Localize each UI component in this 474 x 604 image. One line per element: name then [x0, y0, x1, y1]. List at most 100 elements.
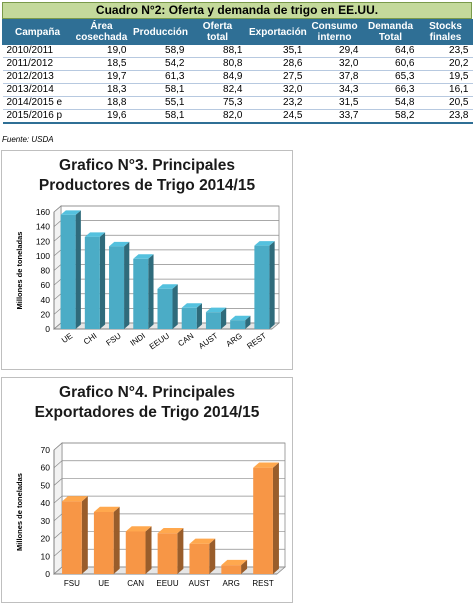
producers-bar-chart: 0 20 40 60 80 100 120 140 160 Millones de tonelad…: [15, 205, 281, 351]
header-campana: Campaña: [2, 19, 73, 45]
table-row: 2015/2016 p 19,6 58,1 82,0 24,5 33,7 58,2 23,8: [2, 109, 473, 124]
gridline: [53, 460, 285, 468]
x-tick-label: AUST: [197, 331, 220, 351]
chart-title-line-2: Exportadores de Trigo 2014/15: [34, 404, 260, 421]
bar-side: [241, 559, 248, 574]
bar-ue: [60, 210, 81, 329]
x-tick-label: AUST: [189, 579, 210, 588]
table-cell: 18,5: [72, 57, 131, 71]
table-cell: 19,0: [72, 44, 131, 58]
x-tick-label: CHI: [82, 331, 98, 346]
bar-front: [254, 245, 270, 329]
table-cell: 19,5: [418, 70, 473, 84]
bar-indi: [133, 254, 154, 329]
table-cell: 23,2: [246, 96, 307, 110]
table-cell: 2014/2015 e: [2, 96, 73, 110]
bar-ue: [93, 506, 120, 574]
header-stocks: Stocks finales: [418, 19, 473, 45]
y-tick-label: 20: [41, 309, 51, 319]
bar-top: [157, 284, 178, 289]
producers-chart: Grafico N°3. Principales Productores de …: [1, 150, 293, 370]
y-tick-label: 0: [45, 569, 50, 579]
table-header-row: Campaña Área cosechada Producción Oferta…: [2, 19, 473, 45]
bar-top: [109, 241, 130, 247]
table-cell: 18,8: [72, 96, 131, 110]
table-cell: 64,6: [362, 44, 419, 58]
table-cell: 60,6: [362, 57, 419, 71]
exporters-chart: Grafico N°4. Principales Exportadores de…: [1, 377, 293, 603]
table-cell: 58,2: [362, 109, 419, 124]
y-tick-label: 30: [41, 516, 51, 526]
table-cell: 75,3: [188, 96, 247, 110]
exporters-bar-chart: 0 10 20 30 40 50 60 70 Millones de toneladas FSU U…: [15, 442, 287, 588]
x-tick-label: ARG: [224, 331, 243, 348]
source-note: Fuente: USDA: [2, 135, 54, 144]
bar-front: [253, 467, 273, 574]
y-tick-label: 60: [41, 280, 51, 290]
y-tick-label: 20: [41, 534, 51, 544]
table-cell: 23,8: [418, 109, 473, 124]
table-cell: 35,1: [246, 44, 307, 58]
table-row: 2012/2013 19,7 61,3 84,9 27,5 37,8 65,3 19,5: [2, 70, 473, 84]
bar-top: [189, 538, 216, 544]
gridline: [53, 513, 285, 522]
table-cell: 61,3: [130, 70, 189, 84]
y-tick-label: 10: [41, 551, 51, 561]
bar-side: [75, 210, 81, 329]
table-cell: 19,7: [72, 70, 131, 84]
bar-side: [113, 506, 120, 574]
bar-top: [253, 462, 279, 468]
table-cell: 32,0: [306, 57, 363, 71]
chart-title: Grafico N°4. Principales Exportadores de…: [2, 383, 292, 423]
table-cell: 16,1: [418, 83, 473, 97]
table-cell: 29,4: [306, 44, 363, 58]
table-cell: 2015/2016 p: [2, 109, 73, 124]
y-axis-title: Millones de toneladas: [15, 473, 24, 551]
y-tick-label: 140: [36, 222, 50, 232]
bar-side: [148, 254, 154, 329]
bar-aust: [189, 538, 216, 574]
bar-front: [221, 565, 242, 574]
y-tick-label: 100: [36, 251, 50, 261]
x-tick-label: UE: [60, 331, 74, 345]
table-cell: 2013/2014: [2, 83, 73, 97]
bar-front: [109, 246, 125, 329]
bar-top: [125, 526, 152, 532]
table-cell: 37,8: [306, 70, 363, 84]
bar-top: [133, 254, 154, 259]
table-cell: 82,0: [188, 109, 247, 124]
gridline: [53, 442, 285, 451]
bar-fsu: [62, 496, 88, 574]
x-tick-label: FSU: [64, 579, 80, 588]
gridline: [53, 495, 285, 504]
bar-arg: [221, 559, 248, 574]
table-cell: 58,1: [130, 83, 189, 97]
chart-title-line-1: Grafico N°4. Principales: [59, 384, 235, 401]
table-cell: 18,3: [72, 83, 131, 97]
bar-front: [181, 307, 197, 329]
bar-side: [99, 232, 106, 329]
table-cell: 65,3: [362, 70, 419, 84]
header-demanda: Demanda Total: [362, 19, 419, 45]
bar-aust: [205, 307, 227, 329]
bar-top: [93, 506, 120, 512]
table-cell: 88,1: [188, 44, 247, 58]
header-consumo: Consumo interno: [306, 19, 363, 45]
bar-side: [145, 526, 152, 574]
y-tick-label: 160: [36, 207, 50, 217]
x-tick-label: CAN: [127, 579, 144, 588]
bar-eeuu: [157, 284, 178, 329]
bar-side: [272, 462, 279, 574]
bar-front: [93, 512, 114, 574]
chart-title: Grafico N°3. Principales Productores de …: [2, 156, 292, 196]
table-title: Cuadro N°2: Oferta y demanda de trigo en…: [2, 2, 472, 19]
bar-side: [124, 241, 130, 329]
y-tick-label: 40: [41, 295, 51, 305]
table-cell: 28,6: [246, 57, 307, 71]
bar-top: [84, 232, 106, 237]
y-tick-label: 80: [41, 266, 51, 276]
table-cell: 84,9: [188, 70, 247, 84]
gridline: [53, 478, 285, 486]
bar-front: [157, 288, 173, 329]
bar-front: [205, 312, 221, 329]
